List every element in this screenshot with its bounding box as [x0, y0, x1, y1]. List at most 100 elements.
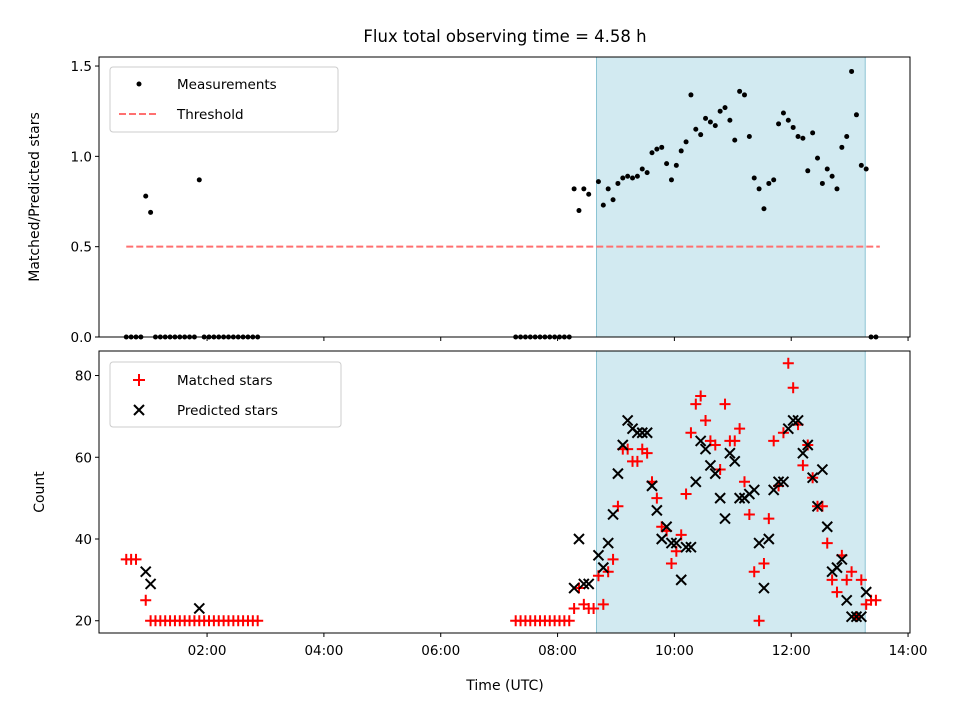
predicted-star-point — [670, 537, 683, 549]
measurement-point — [703, 115, 709, 121]
bottom-panel: 20 40 60 80 02:00 04:00 06:00 08:00 10:00 12:00 14… — [32, 350, 928, 694]
predicted-star-point — [694, 435, 707, 447]
measurement-point — [829, 173, 835, 179]
predicted-star-point — [719, 512, 731, 525]
x-axis-label: Time (UTC) — [465, 678, 543, 694]
measurement-point — [707, 119, 713, 125]
legend-predicted-marker — [133, 404, 145, 416]
predicted-star-point — [802, 439, 814, 451]
matched-star-point — [140, 594, 152, 606]
matched-star-point — [568, 602, 580, 614]
measurement-point — [785, 117, 791, 123]
matched-star-point — [700, 414, 712, 426]
bottom-y-tick-label: 40 — [75, 532, 92, 548]
matched-star-point — [855, 574, 867, 586]
measurement-point — [683, 139, 689, 145]
measurement-point — [751, 175, 757, 181]
measurement-point — [795, 133, 801, 139]
top-legend: Measurements Threshold — [109, 66, 339, 133]
top-y-tick-label: 1.0 — [71, 149, 92, 165]
measurement-point — [849, 68, 855, 74]
predicted-star-point — [680, 541, 692, 553]
predicted-star-point — [193, 602, 205, 615]
measurement-point — [678, 148, 684, 154]
measurement-point — [844, 133, 850, 139]
predicted-star-point — [714, 492, 726, 504]
measurement-point — [780, 110, 786, 116]
predicted-star-point — [836, 553, 848, 566]
predicted-star-point — [753, 537, 765, 549]
predicted-star-point — [660, 521, 673, 533]
bottom-legend-box — [109, 361, 342, 428]
measurement-point — [824, 166, 830, 172]
x-tick-label: 10:00 — [655, 643, 694, 659]
predicted-star-point — [733, 492, 746, 504]
matched-star-point — [680, 488, 692, 500]
matched-star-point — [252, 615, 264, 627]
predicted-star-point — [797, 447, 809, 459]
measurement-point — [581, 186, 587, 192]
predicted-star-point — [578, 578, 590, 590]
matched-star-point — [831, 586, 843, 598]
predicted-star-point — [636, 427, 648, 439]
measurement-point — [620, 175, 626, 181]
predicted-star-point — [748, 484, 760, 496]
matched-star-point — [695, 390, 707, 402]
measurement-point — [654, 146, 660, 152]
matched-star-point — [870, 594, 882, 606]
measurement-point — [649, 150, 655, 156]
measurement-point — [630, 175, 636, 181]
matched-star-point — [729, 435, 741, 447]
matched-star-point — [665, 558, 677, 570]
matched-star-point — [763, 513, 775, 525]
matched-star-point — [743, 508, 755, 520]
predicted-star-point — [850, 610, 863, 623]
measurement-point — [756, 186, 762, 192]
predicted-star-point — [763, 533, 775, 545]
predicted-star-point — [144, 578, 157, 590]
matched-star-point — [563, 615, 575, 627]
measurement-point — [741, 92, 747, 98]
bottom-observing-window-shade — [596, 350, 866, 634]
matched-star-point — [651, 492, 663, 504]
matched-star-point — [588, 602, 600, 614]
predicted-star-point — [782, 422, 795, 435]
measurement-point — [644, 170, 650, 176]
measurement-point — [853, 112, 859, 118]
measurement-point — [595, 179, 601, 185]
matched-star-point — [734, 423, 746, 435]
legend-matched-label: Matched stars — [177, 373, 273, 389]
legend-matched-marker — [133, 374, 145, 386]
measurement-point — [698, 132, 704, 138]
predicted-star-point — [816, 463, 829, 476]
predicted-star-point — [699, 443, 712, 455]
matched-star-point — [685, 427, 697, 439]
predicted-star-point — [806, 471, 819, 484]
predicted-star-point — [758, 582, 770, 594]
predicted-star-point — [787, 414, 799, 427]
predicted-star-point — [767, 484, 780, 496]
bottom-axes-ticks: 20 40 60 80 02:00 04:00 06:00 08:00 10:00 12:00 14… — [75, 369, 928, 659]
measurement-point — [664, 161, 670, 167]
predicted-star-point — [709, 467, 721, 480]
bottom-y-axis-label: Count — [32, 471, 48, 513]
top-legend-box — [109, 66, 339, 133]
measurement-point — [819, 180, 825, 186]
matched-star-point — [768, 435, 780, 447]
measurement-point — [858, 162, 864, 168]
matched-star-point — [758, 558, 770, 570]
measurement-point — [776, 121, 782, 127]
predicted-star-point — [568, 582, 580, 594]
matched-star-point — [797, 459, 809, 471]
predicted-star-point — [831, 561, 843, 574]
predicted-star-point — [621, 414, 634, 427]
measurement-point — [688, 92, 694, 98]
predicted-star-point — [607, 508, 619, 521]
predicted-star-point — [821, 521, 833, 533]
measurement-point — [576, 208, 582, 214]
matched-star-point — [709, 439, 721, 451]
matched-star-point — [748, 566, 760, 578]
matched-star-point — [782, 357, 794, 369]
measurement-point — [717, 108, 723, 114]
